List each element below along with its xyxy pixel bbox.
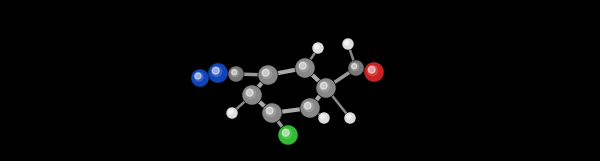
Circle shape — [212, 67, 219, 74]
Circle shape — [320, 82, 329, 92]
Circle shape — [208, 63, 228, 83]
Circle shape — [266, 107, 273, 114]
Circle shape — [314, 44, 320, 50]
Circle shape — [317, 79, 335, 97]
Circle shape — [227, 108, 238, 118]
Circle shape — [229, 67, 243, 81]
Circle shape — [243, 86, 261, 104]
Circle shape — [231, 69, 239, 77]
Circle shape — [195, 73, 201, 79]
Circle shape — [319, 113, 329, 123]
Circle shape — [283, 129, 289, 136]
Circle shape — [321, 115, 325, 119]
Circle shape — [349, 60, 364, 76]
Circle shape — [320, 82, 327, 89]
Circle shape — [319, 113, 329, 123]
Circle shape — [278, 125, 298, 145]
Circle shape — [262, 69, 269, 76]
Circle shape — [313, 43, 323, 53]
Circle shape — [368, 66, 375, 73]
Circle shape — [191, 69, 209, 87]
Circle shape — [263, 104, 281, 122]
Circle shape — [229, 66, 244, 82]
Circle shape — [343, 39, 353, 49]
Circle shape — [315, 45, 319, 49]
Circle shape — [364, 62, 384, 82]
Circle shape — [344, 113, 355, 123]
Circle shape — [232, 70, 237, 75]
Circle shape — [258, 65, 278, 85]
Circle shape — [282, 129, 292, 139]
Circle shape — [295, 58, 315, 78]
Circle shape — [365, 63, 383, 81]
Circle shape — [262, 69, 272, 79]
Circle shape — [352, 64, 357, 69]
Circle shape — [296, 59, 314, 77]
Circle shape — [344, 41, 350, 46]
Circle shape — [313, 43, 323, 53]
Circle shape — [279, 126, 297, 144]
Circle shape — [229, 109, 234, 115]
Circle shape — [229, 110, 233, 114]
Circle shape — [299, 62, 308, 72]
Circle shape — [259, 66, 277, 84]
Circle shape — [299, 62, 306, 69]
Circle shape — [320, 114, 326, 120]
Circle shape — [301, 99, 319, 117]
Circle shape — [300, 98, 320, 118]
Circle shape — [347, 115, 350, 119]
Circle shape — [227, 108, 237, 118]
Circle shape — [246, 89, 256, 99]
Circle shape — [212, 67, 221, 77]
Circle shape — [304, 102, 314, 112]
Circle shape — [209, 64, 227, 82]
Circle shape — [247, 89, 253, 96]
Circle shape — [304, 102, 311, 109]
Circle shape — [242, 85, 262, 105]
Circle shape — [345, 113, 355, 123]
Circle shape — [345, 41, 349, 45]
Circle shape — [343, 39, 353, 49]
Circle shape — [266, 107, 275, 117]
Circle shape — [194, 72, 203, 81]
Circle shape — [192, 70, 208, 86]
Circle shape — [368, 66, 377, 76]
Circle shape — [316, 78, 336, 98]
Circle shape — [349, 61, 363, 75]
Circle shape — [347, 114, 352, 120]
Circle shape — [351, 63, 359, 71]
Circle shape — [262, 103, 282, 123]
